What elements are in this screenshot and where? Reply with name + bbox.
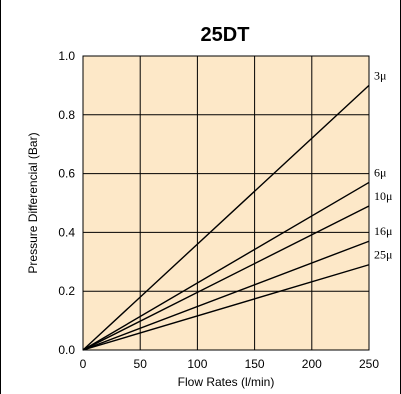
- series-label: 3μ: [374, 68, 386, 82]
- x-tick-label: 50: [134, 357, 148, 371]
- y-axis-title: Pressure Differencial (Bar): [26, 132, 40, 273]
- chart-title: 25DT: [201, 24, 250, 46]
- x-axis-title: Flow Rates (l/min): [178, 375, 275, 389]
- y-tick-label: 0.2: [58, 284, 75, 298]
- series-line: [82, 84, 370, 351]
- series-line: [82, 205, 370, 351]
- series-line: [82, 181, 370, 351]
- series-label: 10μ: [374, 189, 392, 203]
- x-tick-label: 250: [359, 357, 379, 371]
- series-line: [82, 264, 370, 351]
- x-tick-label: 0: [80, 357, 87, 371]
- x-tick-label: 150: [245, 357, 265, 371]
- plot-area: [82, 55, 370, 351]
- y-tick-label: 0.8: [58, 108, 75, 122]
- x-tick-label: 200: [302, 357, 322, 371]
- y-tick-label: 1.0: [58, 49, 75, 63]
- y-tick-label: 0.0: [58, 343, 75, 357]
- x-tick-label: 100: [187, 357, 207, 371]
- series-label: 6μ: [374, 165, 386, 179]
- series-label: 16μ: [374, 224, 392, 238]
- y-tick-label: 0.4: [58, 225, 75, 239]
- series-label: 25μ: [374, 248, 392, 262]
- y-tick-label: 0.6: [58, 167, 75, 181]
- series-line: [82, 240, 370, 351]
